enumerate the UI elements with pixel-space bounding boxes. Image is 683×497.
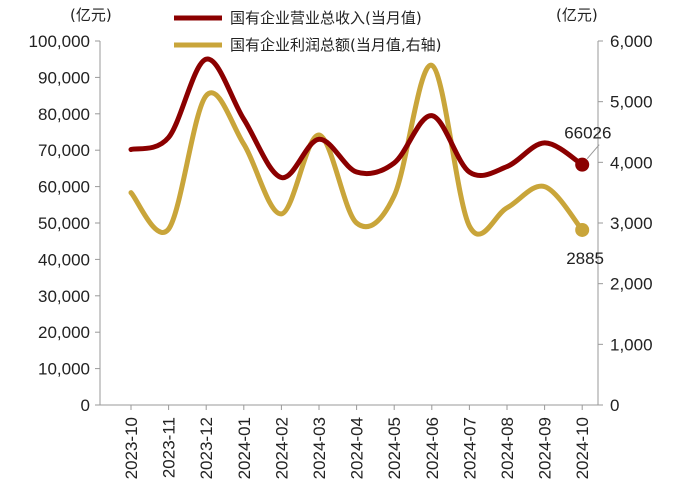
x-tick-label: 2024-01 [235, 417, 254, 479]
left-tick-label: 30,000 [38, 287, 90, 306]
left-tick-label: 20,000 [38, 323, 90, 342]
x-tick-label: 2023-12 [197, 417, 216, 479]
end-marker-revenue [575, 157, 590, 172]
x-tick-label: 2024-10 [573, 417, 592, 479]
x-tick-label: 2024-05 [385, 417, 404, 479]
right-tick-label: 3,000 [610, 214, 653, 233]
x-tick-label: 2024-04 [348, 417, 367, 479]
end-label-revenue: 66026 [564, 124, 611, 143]
left-tick-label: 70,000 [38, 141, 90, 160]
end-label-leader-revenue [586, 144, 600, 159]
x-tick-label: 2024-03 [310, 417, 329, 479]
x-tick-label: 2024-08 [498, 417, 517, 479]
x-tick-label: 2024-02 [272, 417, 291, 479]
right-tick-label: 2,000 [610, 275, 653, 294]
left-tick-label: 0 [81, 396, 90, 415]
legend-label-profit: 国有企业利润总额(当月值,右轴) [230, 36, 441, 54]
x-tick-label: 2023-10 [122, 417, 141, 479]
x-tick-label: 2024-09 [536, 417, 555, 479]
x-tick-label: 2024-07 [460, 417, 479, 479]
right-axis-unit: (亿元) [556, 6, 598, 24]
left-tick-label: 80,000 [38, 105, 90, 124]
left-axis-unit: (亿元) [70, 6, 112, 24]
right-tick-label: 5,000 [610, 93, 653, 112]
series-layer: 66026 2885 [128, 56, 611, 268]
left-tick-label: 60,000 [38, 178, 90, 197]
left-tick-label: 90,000 [38, 68, 90, 87]
right-tick-label: 4,000 [610, 153, 653, 172]
axes: 0 10,000 20,000 30,000 40,000 50,000 60,000 70,… [29, 32, 653, 479]
left-tick-label: 40,000 [38, 250, 90, 269]
left-tick-label: 100,000 [29, 32, 90, 51]
legend: 国有企业营业总收入(当月值) 国有企业利润总额(当月值,右轴) [174, 9, 441, 54]
left-tick-label: 10,000 [38, 360, 90, 379]
series-line-profit [128, 62, 585, 237]
right-tick-label: 1,000 [610, 335, 653, 354]
x-tick-label: 2023-11 [160, 417, 179, 478]
series-line-revenue [128, 56, 585, 180]
right-tick-label: 0 [610, 396, 619, 415]
end-label-profit: 2885 [566, 249, 604, 268]
x-tick-label: 2024-06 [423, 417, 442, 479]
legend-label-revenue: 国有企业营业总收入(当月值) [230, 9, 422, 27]
right-tick-label: 6,000 [610, 32, 653, 51]
left-tick-label: 50,000 [38, 214, 90, 233]
end-marker-profit [575, 222, 590, 237]
